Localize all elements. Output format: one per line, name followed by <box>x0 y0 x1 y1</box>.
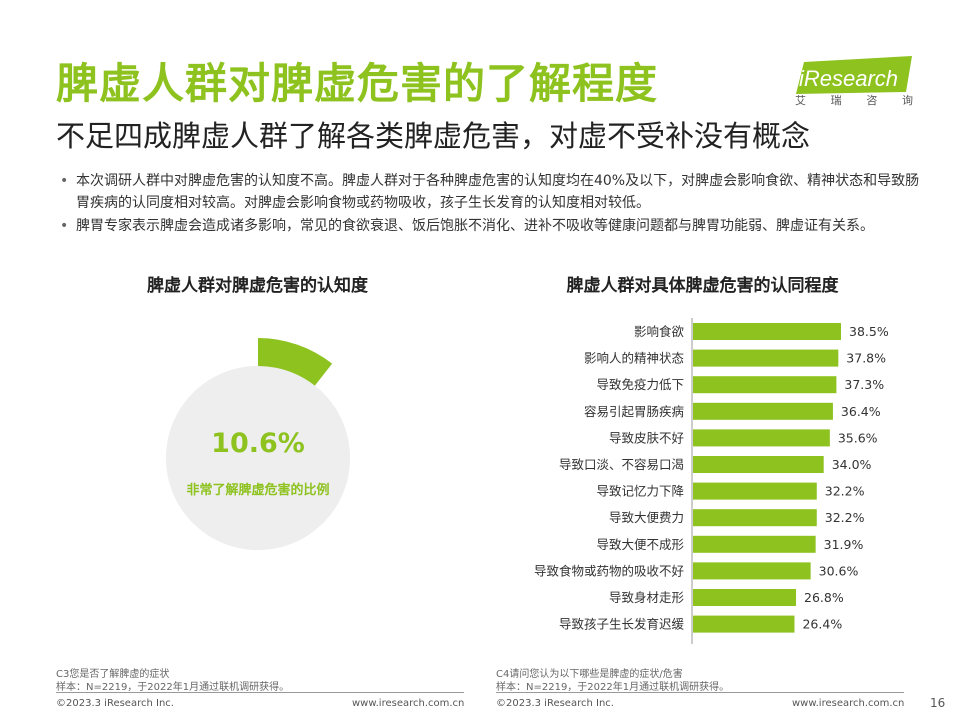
bar-3 <box>693 376 837 394</box>
footer-copyright-left: ©2023.3 iResearch Inc. <box>56 698 174 709</box>
bar-category-label: 导致免疫力低下 <box>596 377 684 392</box>
footer-url-left: www.iresearch.com.cn <box>352 698 465 709</box>
logo-tagline: 艾 瑞 咨 询 <box>795 92 913 108</box>
page-subtitle: 不足四成脾虚人群了解各类脾虚危害，对虚不受补没有概念 <box>56 119 811 153</box>
bar-value-label: 31.9% <box>824 537 864 552</box>
bar-1 <box>693 323 841 340</box>
bar-category-label: 导致口淡、不容易口渴 <box>559 457 684 472</box>
bar-7 <box>693 482 817 500</box>
sample-note: 样本：N=2219，于2022年1月通过联机调研获得。 <box>56 682 290 693</box>
bar-value-label: 38.5% <box>849 324 889 339</box>
bar-category-label: 影响人的精神状态 <box>584 351 684 366</box>
footer-divider-left <box>56 692 464 693</box>
right-chart-title: 脾虚人群对具体脾虚危害的认同程度 <box>566 276 839 296</box>
pie-center-cover <box>166 366 350 550</box>
source-note-left: C3您是否了解脾虚的症状 样本：N=2219，于2022年1月通过联机调研获得。 <box>56 668 289 694</box>
bar-value-label: 37.3% <box>844 377 884 392</box>
logo-tagline-char: 艾 <box>795 94 806 107</box>
bar-value-label: 26.4% <box>802 617 842 632</box>
iresearch-logo: iResearch <box>796 56 912 94</box>
bar-12 <box>693 615 795 633</box>
bar-value-label: 32.2% <box>825 510 865 525</box>
bar-category-label: 导致大便费力 <box>609 510 684 525</box>
awareness-value: 10.6% <box>211 428 305 459</box>
page-number: 16 <box>930 696 946 710</box>
bar-11 <box>693 589 797 606</box>
harm-agreement-bar-chart: 影响食欲 38.5% 影响人的精神状态 37.8% 导致免疫力低下 37.3% 容易引起胃肠… <box>534 318 889 644</box>
bullet-item: 本次调研人群中对脾虚危害的认知度不高。脾虚人群对于各种脾虚危害的认知度均在40%… <box>60 170 920 214</box>
source-note-right: C4请问您认为以下哪些是脾虚的症状/危害 样本：N=2219，于2022年1月通… <box>496 668 729 694</box>
bar-6 <box>693 456 824 473</box>
bar-value-label: 36.4% <box>841 404 881 419</box>
awareness-pie-chart <box>166 338 350 550</box>
bar-value-label: 26.8% <box>804 590 844 605</box>
footer-url-right: www.iresearch.com.cn <box>792 698 905 709</box>
bar-8 <box>693 509 817 527</box>
bar-9 <box>693 535 816 553</box>
bar-value-label: 30.6% <box>819 563 859 578</box>
bar-category-label: 导致皮肤不好 <box>609 430 684 445</box>
question-note: C3您是否了解脾虚的症状 <box>56 669 170 680</box>
summary-bullets: 本次调研人群中对脾虚危害的认知度不高。脾虚人群对于各种脾虚危害的认知度均在40%… <box>60 170 920 238</box>
bar-10 <box>693 562 811 580</box>
logo-tagline-char: 询 <box>901 94 913 107</box>
logo-tagline-char: 瑞 <box>830 94 842 107</box>
logo-tagline-char: 咨 <box>866 94 878 107</box>
bar-category-label: 容易引起胃肠疾病 <box>584 404 684 419</box>
bar-category-label: 导致大便不成形 <box>596 537 684 552</box>
bar-category-label: 导致记忆力下降 <box>596 484 684 499</box>
bar-2 <box>693 349 839 367</box>
bar-category-label: 导致食物或药物的吸收不好 <box>534 563 684 578</box>
bar-category-label: 导致身材走形 <box>609 590 685 605</box>
bar-value-label: 34.0% <box>832 457 872 472</box>
bar-value-label: 37.8% <box>846 351 886 366</box>
awareness-caption: 非常了解脾虚危害的比例 <box>186 483 330 498</box>
bar-value-label: 32.2% <box>825 484 865 499</box>
bar-value-label: 35.6% <box>838 430 878 445</box>
sample-note: 样本：N=2219，于2022年1月通过联机调研获得。 <box>496 682 730 693</box>
page-title: 脾虚人群对脾虚危害的了解程度 <box>56 59 659 108</box>
bar-category-label: 导致孩子生长发育迟缓 <box>559 617 685 632</box>
footer-copyright-right: ©2023.3 iResearch Inc. <box>496 698 614 709</box>
bar-category-label: 影响食欲 <box>634 324 684 339</box>
bar-5 <box>693 429 830 447</box>
footer-divider-right <box>496 692 904 693</box>
logo-wordmark: iResearch <box>799 66 898 91</box>
left-chart-title: 脾虚人群对脾虚危害的认知度 <box>147 276 368 296</box>
bullet-item: 脾胃专家表示脾虚会造成诸多影响，常见的食欲衰退、饭后饱胀不消化、进补不吸收等健康… <box>60 215 920 237</box>
question-note: C4请问您认为以下哪些是脾虚的症状/危害 <box>496 669 683 680</box>
bar-4 <box>693 402 833 420</box>
